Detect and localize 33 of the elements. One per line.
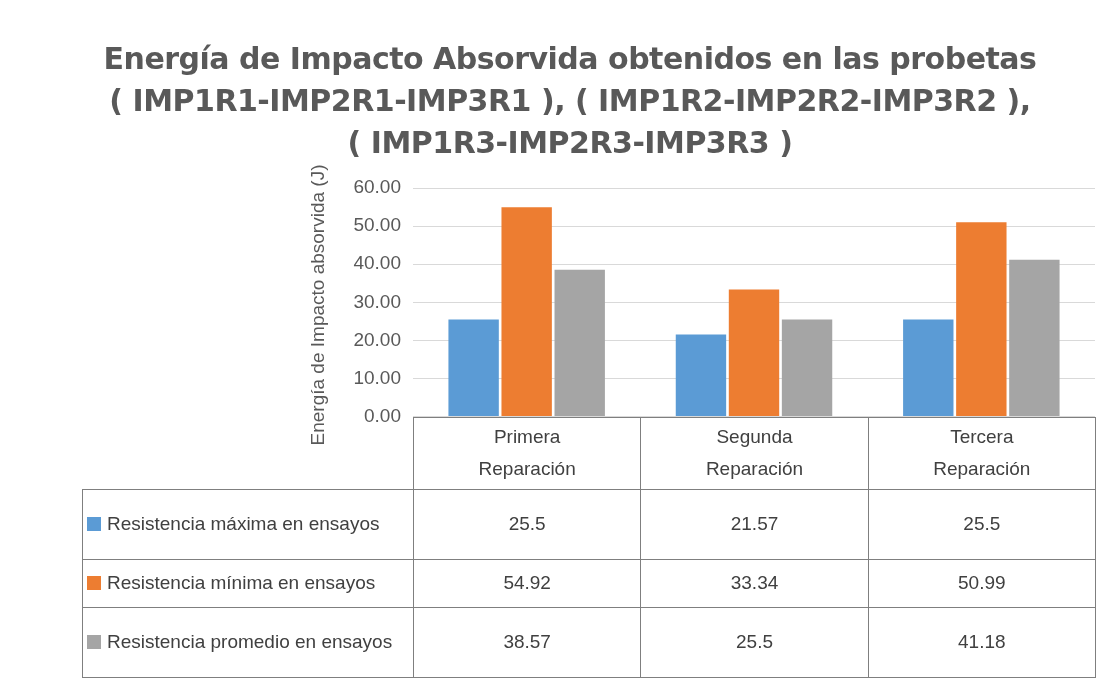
y-tick-label: 60.00	[353, 176, 401, 198]
y-tick-label: 0.00	[364, 404, 401, 426]
legend-label: Resistencia mínima en ensayos	[107, 571, 376, 596]
legend-label: Resistencia promedio en ensayos	[107, 630, 393, 655]
bar	[501, 207, 552, 417]
bar	[1009, 259, 1060, 417]
data-label: 54.92	[413, 558, 642, 608]
data-label: 21.57	[640, 488, 869, 560]
y-tick-label: 50.00	[353, 214, 401, 236]
x-tick-label: Tercera Reparación	[932, 425, 1032, 482]
y-axis-title: Energía de Impacto absorvida (J)	[307, 164, 329, 446]
data-label: 33.34	[640, 558, 869, 608]
data-label: 25.5	[413, 488, 642, 560]
y-tick-label: 30.00	[353, 290, 401, 312]
y-tick-label: 10.00	[353, 366, 401, 388]
bar	[448, 319, 499, 417]
bar	[554, 269, 605, 417]
bar	[728, 289, 780, 417]
bar	[903, 319, 954, 417]
y-tick-label: 40.00	[353, 252, 401, 274]
bar	[956, 222, 1007, 417]
legend-label: Resistencia máxima en ensayos	[107, 512, 380, 537]
x-tick-label: Primera Reparación	[477, 425, 577, 482]
chart-title: Energía de Impacto Absorvida obtenidos en las probetas ( IMP1R1-IMP2R1-IMP3R1 ), ( IMP1R2-IMP2R2-IMP3R2 ), ( IMP1R3-IMP2R3-IMP3R3 )	[102, 40, 1038, 162]
data-label: 41.18	[867, 606, 1096, 678]
data-label: 38.57	[413, 606, 642, 678]
y-tick-label: 20.00	[353, 328, 401, 350]
bar	[781, 319, 833, 417]
data-label: 50.99	[867, 558, 1096, 608]
bar	[675, 334, 727, 417]
x-tick-label: Segunda Reparación	[704, 425, 805, 482]
data-label: 25.5	[640, 606, 869, 678]
data-label: 25.5	[867, 488, 1096, 560]
